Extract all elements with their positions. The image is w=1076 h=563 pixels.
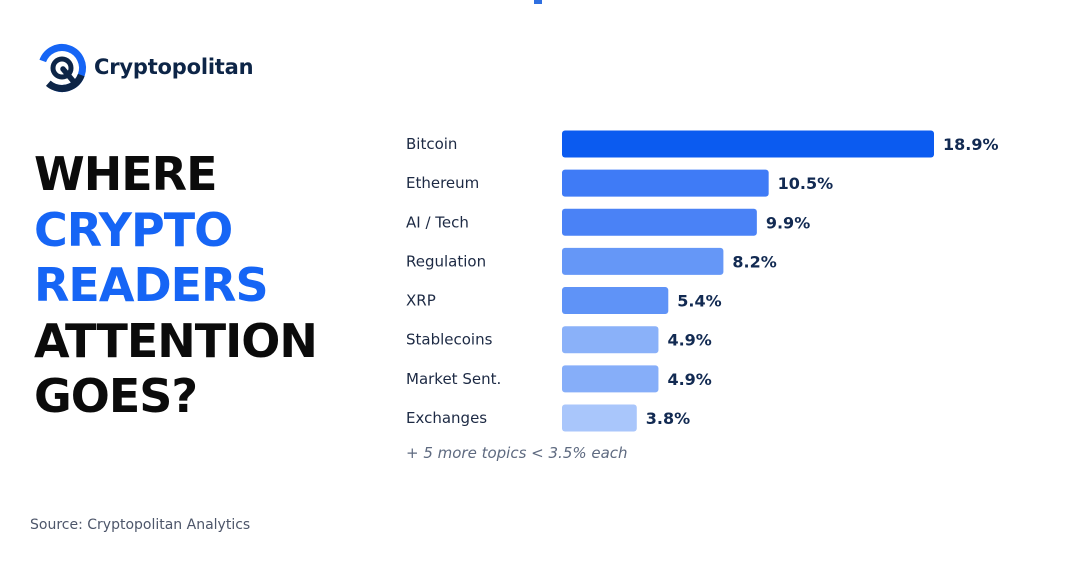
source-note: Source: Cryptopolitan Analytics (30, 517, 251, 533)
headline-line-2: CRYPTO (34, 202, 233, 257)
value-label: 5.4% (677, 292, 721, 311)
bar (562, 247, 724, 275)
category-label: Market Sent. (406, 370, 501, 388)
bar (562, 208, 757, 236)
bar (562, 326, 659, 354)
value-label: 8.2% (732, 252, 776, 271)
headline-line-3: READERS (34, 258, 269, 312)
bar (562, 130, 934, 158)
category-label: XRP (406, 292, 436, 310)
category-label: Bitcoin (406, 135, 457, 153)
category-label: Exchanges (406, 409, 487, 427)
value-label: 4.9% (667, 370, 711, 389)
value-label: 4.9% (667, 331, 711, 350)
headline-line-5: GOES? (34, 369, 198, 423)
bar (562, 169, 769, 197)
value-label: 10.5% (778, 174, 834, 193)
brand-name: Cryptopolitan (94, 55, 254, 79)
headline: WHERE CRYPTO READERS ATTENTION GOES? (34, 147, 318, 425)
value-label: 9.9% (766, 213, 810, 232)
category-label: Regulation (406, 252, 486, 270)
value-label: 18.9% (943, 135, 999, 154)
cryptopolitan-logo-icon (38, 44, 86, 92)
top-marker (534, 0, 542, 4)
bar (562, 404, 637, 432)
category-label: Stablecoins (406, 331, 493, 349)
bar (562, 365, 659, 393)
headline-line-1: WHERE (34, 147, 218, 201)
category-label: Ethereum (406, 174, 479, 192)
chart-note: + 5 more topics < 3.5% each (406, 444, 628, 462)
headline-line-4: ATTENTION (34, 313, 318, 368)
bar (562, 287, 669, 315)
value-label: 3.8% (646, 409, 690, 428)
category-label: AI / Tech (406, 213, 469, 231)
